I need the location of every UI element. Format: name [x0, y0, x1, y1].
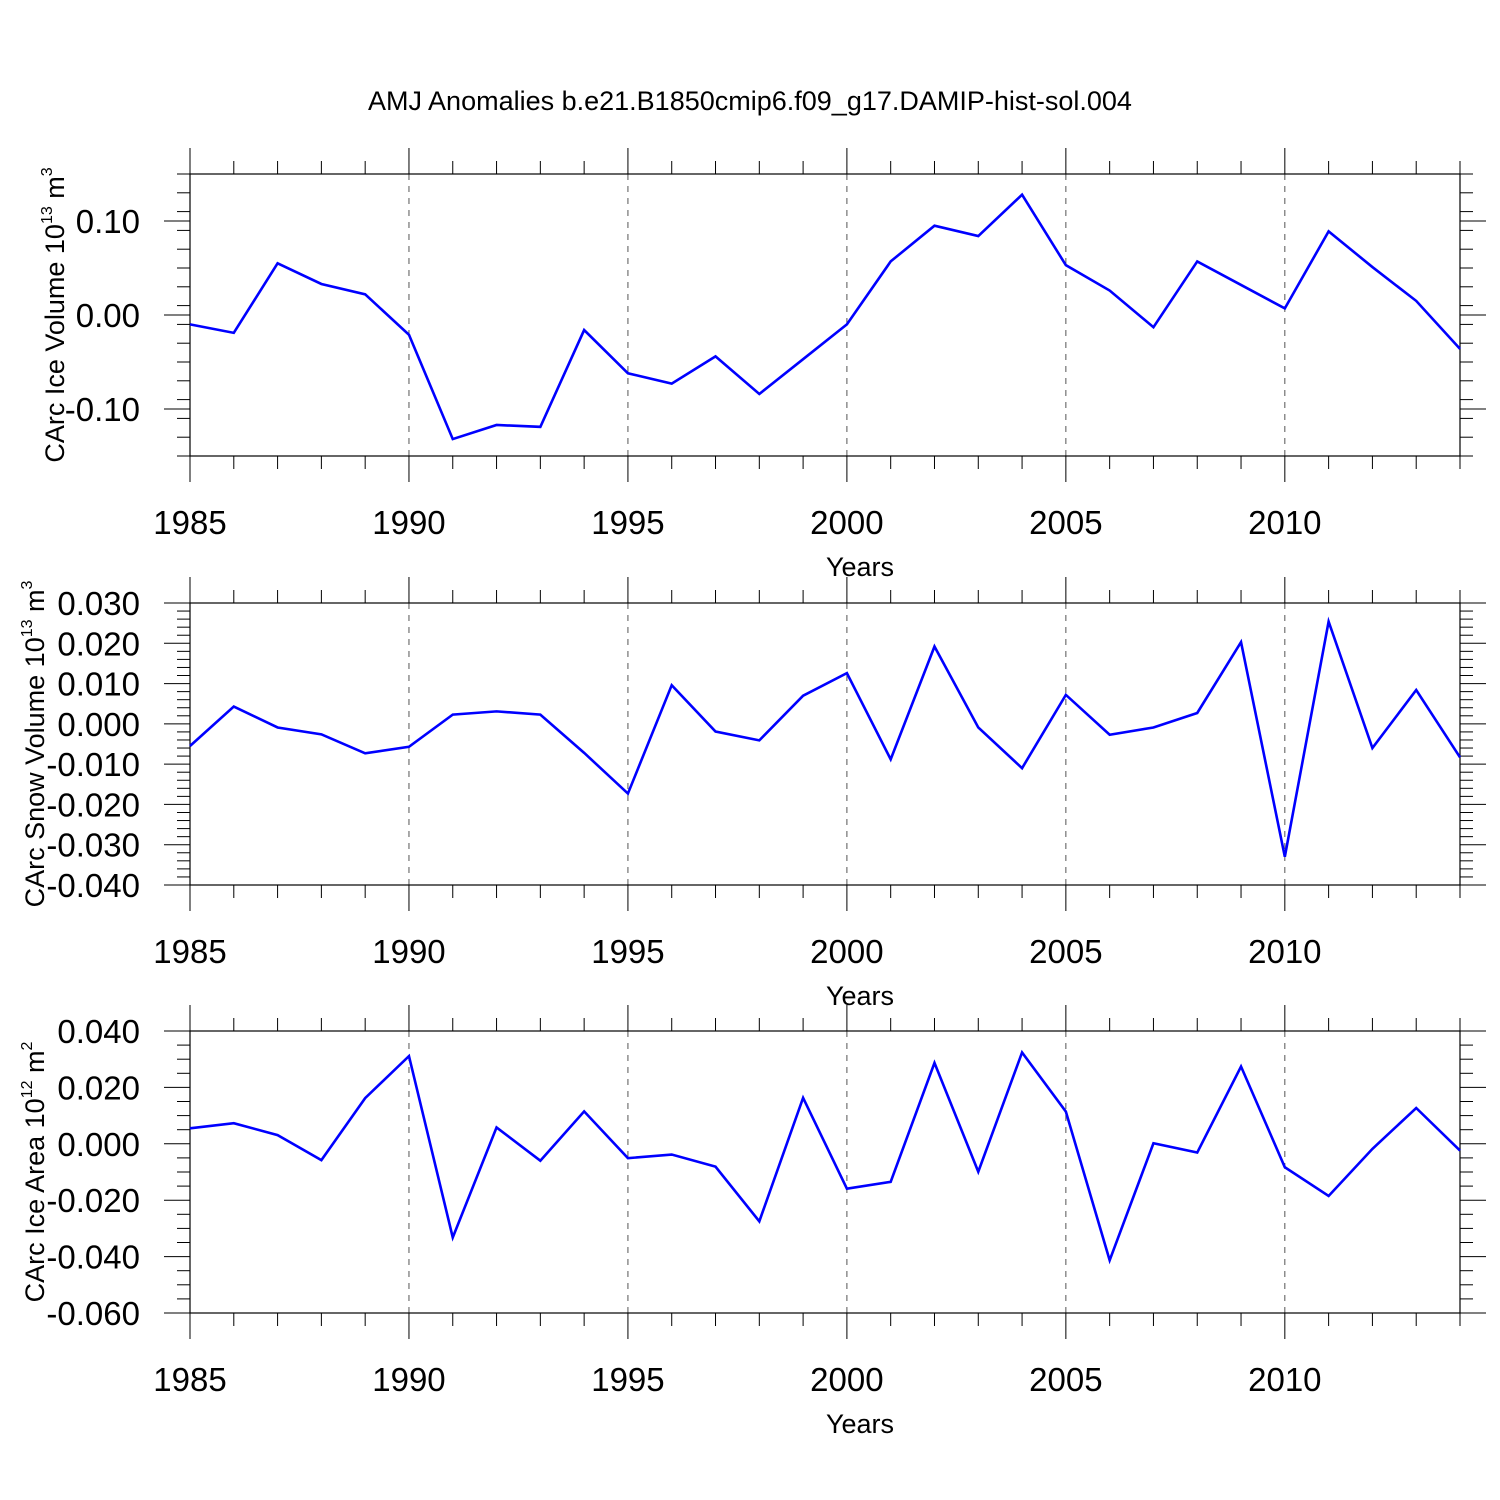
y-tick-label: -0.020: [46, 1182, 140, 1219]
y-label-text: CArc Ice Area 10: [20, 1098, 50, 1302]
series-line: [189, 1049, 1461, 1265]
y-label-text: m: [40, 176, 70, 206]
y-tick-label: -0.040: [46, 1239, 140, 1276]
y-label-superscript: 12: [19, 1080, 36, 1098]
panel-1: 1985 1990 1995 2000 2005 2010 Years -0.10 0.00 0.…: [39, 148, 1486, 582]
x-axis-label: Years: [826, 981, 894, 1011]
x-tick-label: 1990: [372, 1361, 445, 1398]
x-tick-label: 1995: [591, 1361, 664, 1398]
x-axis-label: Years: [826, 552, 894, 582]
y-label-text: m: [20, 589, 50, 619]
x-tick-label: 2005: [1029, 933, 1102, 970]
y-tick-label: -0.030: [46, 827, 140, 864]
y-tick-label: 0.000: [57, 706, 140, 743]
y-label-text: m: [20, 1051, 50, 1081]
panels: 1985 1990 1995 2000 2005 2010 Years -0.10 0.00 0.…: [19, 148, 1486, 1439]
x-tick-label: 2005: [1029, 1361, 1102, 1398]
y-tick-label: 0.000: [57, 1126, 140, 1163]
x-tick-label: 2005: [1029, 504, 1102, 541]
y-tick-label: 0.00: [76, 297, 140, 334]
x-tick-label: 1985: [153, 504, 226, 541]
panel-2: 1985 1990 1995 2000 2005 2010 Years -0.040-0.03…: [19, 577, 1486, 1011]
series-line: [189, 616, 1462, 858]
x-tick-label: 2010: [1248, 933, 1321, 970]
x-tick-label: 1995: [591, 504, 664, 541]
x-tick-label: 2000: [810, 1361, 883, 1398]
y-label-superscript: 3: [39, 167, 56, 176]
y-tick-label: -0.10: [65, 391, 140, 428]
series-line: [189, 192, 1461, 441]
y-label-text: CArc Ice Volume 10: [40, 224, 70, 463]
y-label-superscript: 3: [19, 580, 36, 589]
y-tick-label: 0.10: [76, 203, 140, 240]
y-axis-label: CArc Ice Area 1012 m2: [19, 1042, 50, 1303]
y-axis-label: CArc Ice Volume 1013 m3: [39, 167, 70, 462]
x-tick-label: 2000: [810, 933, 883, 970]
plot-frame: [189, 173, 1461, 457]
y-label-superscript: 13: [39, 206, 56, 224]
y-tick-label: 0.020: [57, 1069, 140, 1106]
y-tick-label: -0.040: [46, 867, 140, 904]
y-tick-label: 0.010: [57, 666, 140, 703]
x-tick-label: 1990: [372, 933, 445, 970]
y-tick-label: -0.010: [46, 746, 140, 783]
plot-frame: [189, 602, 1461, 886]
y-label-superscript: 2: [19, 1042, 36, 1051]
x-axis-label: Years: [826, 1409, 894, 1439]
y-label-superscript: 13: [19, 619, 36, 637]
y-tick-label: -0.060: [46, 1295, 140, 1332]
panel-3: 1985 1990 1995 2000 2005 2010 Years -0.060 -0.04…: [19, 1005, 1486, 1439]
y-label-text: CArc Snow Volume 10: [20, 637, 50, 907]
x-tick-label: 1985: [153, 933, 226, 970]
y-tick-label: 0.020: [57, 625, 140, 662]
x-tick-label: 1995: [591, 933, 664, 970]
x-tick-label: 2010: [1248, 504, 1321, 541]
x-tick-label: 1985: [153, 1361, 226, 1398]
x-tick-label: 2000: [810, 504, 883, 541]
y-tick-label: 0.030: [57, 585, 140, 622]
plot-frame: [189, 1030, 1461, 1314]
y-tick-label: -0.020: [46, 786, 140, 823]
y-axis-label: CArc Snow Volume 1013 m3: [19, 580, 50, 907]
y-tick-label: 0.040: [57, 1013, 140, 1050]
figure-title: AMJ Anomalies b.e21.B1850cmip6.f09_g17.D…: [368, 86, 1132, 116]
x-tick-label: 1990: [372, 504, 445, 541]
x-tick-label: 2010: [1248, 1361, 1321, 1398]
